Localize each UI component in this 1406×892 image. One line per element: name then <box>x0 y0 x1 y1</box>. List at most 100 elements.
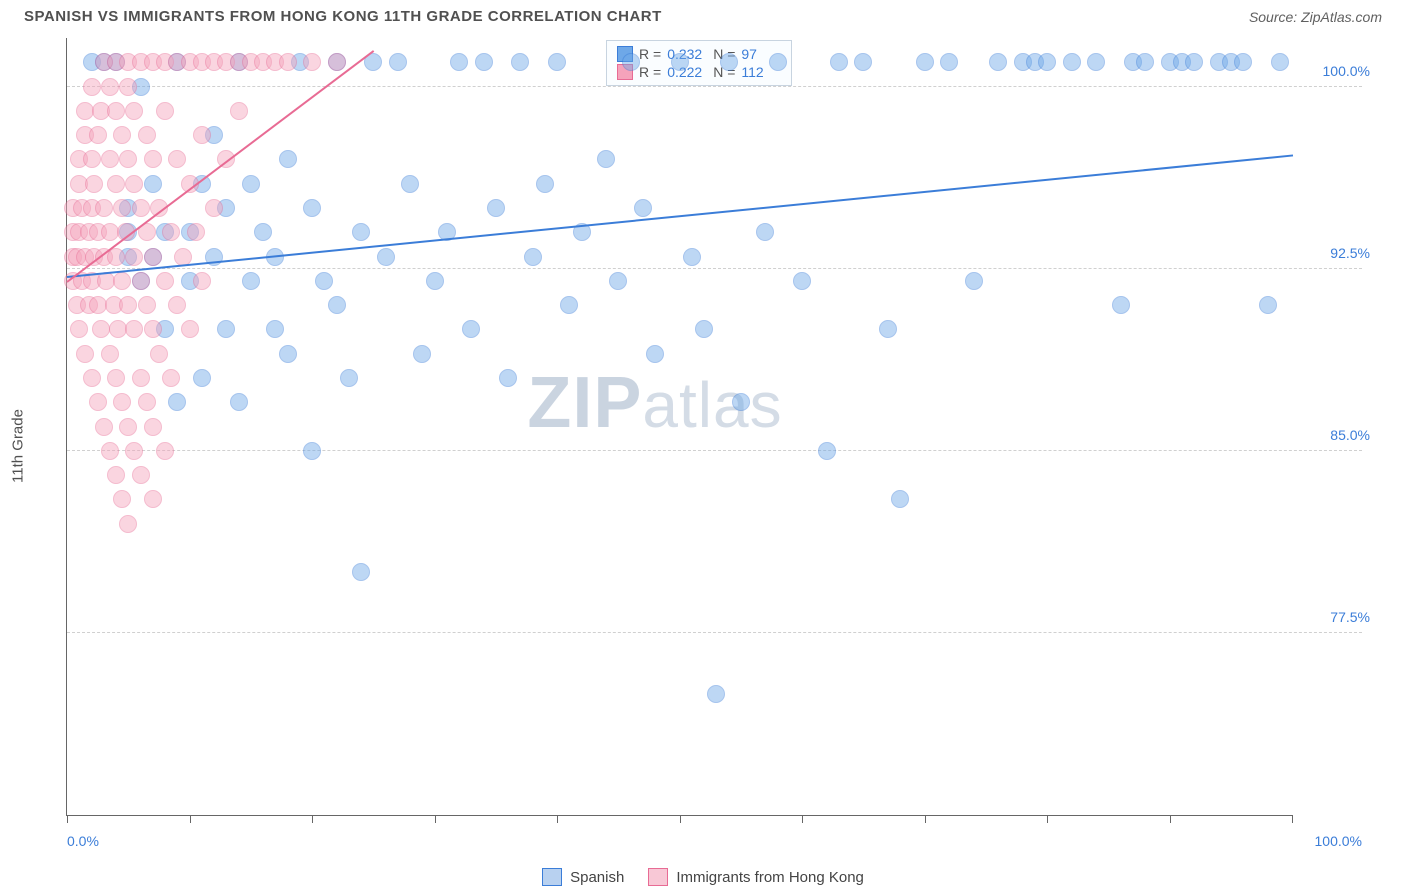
y-tick-label: 85.0% <box>1330 427 1370 443</box>
x-tick <box>557 815 558 823</box>
data-point <box>940 53 958 71</box>
y-axis-label: 11th Grade <box>10 409 27 483</box>
data-point <box>242 175 260 193</box>
data-point <box>377 248 395 266</box>
data-point <box>92 320 110 338</box>
data-point <box>916 53 934 71</box>
data-point <box>83 150 101 168</box>
data-point <box>193 272 211 290</box>
data-point <box>1234 53 1252 71</box>
data-point <box>401 175 419 193</box>
data-point <box>138 393 156 411</box>
data-point <box>475 53 493 71</box>
data-point <box>303 442 321 460</box>
data-point <box>989 53 1007 71</box>
data-point <box>707 685 725 703</box>
data-point <box>756 223 774 241</box>
data-point <box>119 78 137 96</box>
data-point <box>113 272 131 290</box>
data-point <box>113 126 131 144</box>
x-tick <box>312 815 313 823</box>
data-point <box>107 175 125 193</box>
data-point <box>144 490 162 508</box>
data-point <box>162 369 180 387</box>
x-tick <box>1292 815 1293 823</box>
data-point <box>125 102 143 120</box>
data-point <box>144 320 162 338</box>
data-point <box>462 320 480 338</box>
data-point <box>1087 53 1105 71</box>
data-point <box>536 175 554 193</box>
data-point <box>119 418 137 436</box>
legend-swatch <box>542 868 562 886</box>
y-tick-label: 92.5% <box>1330 245 1370 261</box>
x-tick <box>925 815 926 823</box>
legend-label: Spanish <box>570 869 624 886</box>
data-point <box>732 393 750 411</box>
stat-r-label: R = <box>639 64 661 80</box>
data-point <box>119 515 137 533</box>
data-point <box>138 296 156 314</box>
data-point <box>524 248 542 266</box>
data-point <box>793 272 811 290</box>
y-tick-label: 77.5% <box>1330 609 1370 625</box>
data-point <box>854 53 872 71</box>
data-point <box>242 272 260 290</box>
data-point <box>101 150 119 168</box>
data-point <box>85 175 103 193</box>
data-point <box>315 272 333 290</box>
data-point <box>1063 53 1081 71</box>
data-point <box>254 223 272 241</box>
data-point <box>89 393 107 411</box>
data-point <box>101 78 119 96</box>
data-point <box>1112 296 1130 314</box>
data-point <box>125 248 143 266</box>
data-point <box>352 563 370 581</box>
data-point <box>609 272 627 290</box>
data-point <box>144 418 162 436</box>
data-point <box>634 199 652 217</box>
data-point <box>125 442 143 460</box>
data-point <box>303 53 321 71</box>
bottom-legend: SpanishImmigrants from Hong Kong <box>0 868 1406 886</box>
data-point <box>328 53 346 71</box>
data-point <box>548 53 566 71</box>
data-point <box>144 248 162 266</box>
legend-item: Spanish <box>542 868 624 886</box>
stat-r-label: R = <box>639 46 661 62</box>
gridline <box>67 268 1362 269</box>
data-point <box>107 369 125 387</box>
data-point <box>818 442 836 460</box>
data-point <box>499 369 517 387</box>
x-tick <box>190 815 191 823</box>
data-point <box>113 199 131 217</box>
data-point <box>107 466 125 484</box>
data-point <box>89 126 107 144</box>
data-point <box>101 345 119 363</box>
data-point <box>132 272 150 290</box>
data-point <box>426 272 444 290</box>
data-point <box>95 199 113 217</box>
x-tick <box>435 815 436 823</box>
data-point <box>132 369 150 387</box>
data-point <box>193 369 211 387</box>
data-point <box>156 102 174 120</box>
data-point <box>83 78 101 96</box>
data-point <box>279 345 297 363</box>
data-point <box>560 296 578 314</box>
x-tick <box>680 815 681 823</box>
data-point <box>695 320 713 338</box>
x-axis-min-label: 0.0% <box>67 833 99 849</box>
data-point <box>230 393 248 411</box>
data-point <box>76 345 94 363</box>
data-point <box>113 393 131 411</box>
x-tick <box>1047 815 1048 823</box>
data-point <box>891 490 909 508</box>
data-point <box>187 223 205 241</box>
data-point <box>511 53 529 71</box>
plot-area: ZIPatlas R =0.232N =97R =0.222N =112 0.0… <box>66 38 1292 816</box>
data-point <box>340 369 358 387</box>
stats-row: R =0.222N =112 <box>617 63 781 81</box>
data-point <box>217 320 235 338</box>
data-point <box>168 393 186 411</box>
